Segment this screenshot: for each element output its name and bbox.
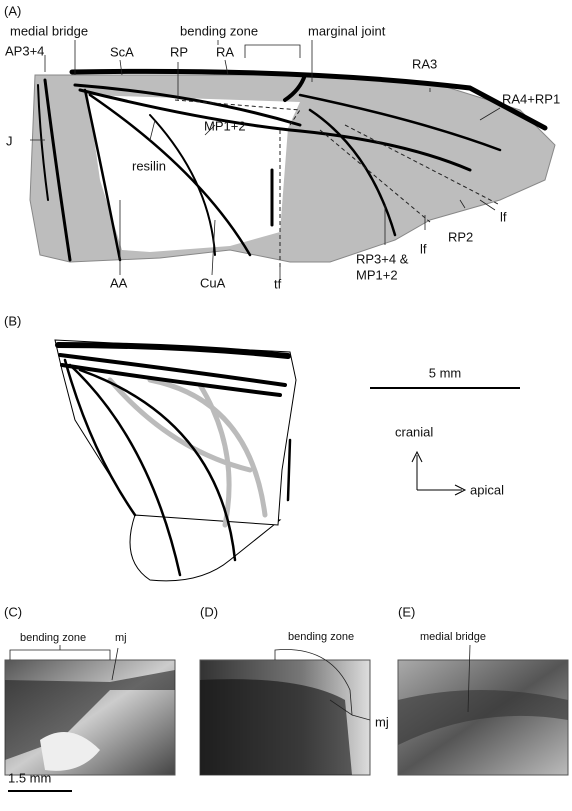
photo-detail — [200, 679, 352, 775]
vein — [88, 93, 252, 257]
panel-label: (C) — [4, 604, 22, 619]
annotation: ScA — [110, 44, 134, 59]
annotation: marginal joint — [308, 23, 386, 38]
annotation: RP — [170, 44, 188, 59]
annotation: AP3+4 — [5, 43, 44, 58]
photo-detail — [40, 732, 100, 771]
orientation-arrows — [411, 450, 467, 496]
scale-label: 1.5 mm — [8, 770, 51, 785]
leader — [30, 40, 501, 280]
panel-d: (D) bending zone mj — [199, 604, 389, 776]
vein — [43, 78, 72, 262]
vein — [37, 84, 49, 201]
axis-label: cranial — [395, 424, 433, 439]
annotation: MP1+2 — [204, 118, 246, 133]
panel-e: (E) medial bridge — [397, 604, 569, 776]
annotation: resilin — [132, 158, 166, 173]
annotation: RA3 — [412, 56, 437, 71]
annotation: mj — [115, 632, 127, 644]
annotation: bending zone — [288, 631, 354, 643]
annotation: bending zone — [20, 632, 86, 644]
annotation: mj — [375, 714, 389, 729]
annotation: tf — [274, 276, 282, 291]
vein — [55, 342, 291, 359]
annotation: RA4+RP1 — [502, 91, 560, 106]
panel-b: (B) 5 mm cranial apical — [4, 313, 520, 582]
panel-a: (A) medial bridge bending zone marginal … — [4, 3, 560, 291]
vein — [78, 88, 472, 172]
fold-line — [279, 124, 501, 270]
leader — [9, 645, 119, 681]
axis-label: apical — [470, 482, 504, 497]
annotation: RP3+4 & — [356, 251, 409, 266]
vein — [73, 83, 302, 127]
vein — [286, 438, 292, 502]
annotation: lf — [420, 241, 427, 256]
vein — [63, 358, 237, 577]
leader — [274, 649, 371, 721]
vein — [283, 73, 307, 102]
panel-label: (E) — [398, 604, 415, 619]
vein — [107, 377, 268, 528]
vein — [298, 93, 502, 152]
annotation: J — [6, 133, 13, 148]
vein — [149, 114, 216, 256]
annotation: MP1+2 — [356, 267, 398, 282]
annotation: RP2 — [448, 229, 473, 244]
annotation: AA — [110, 275, 128, 290]
panel-label: (B) — [4, 313, 21, 328]
vein — [83, 88, 122, 262]
annotation: medial bridge — [420, 631, 486, 643]
vein — [308, 108, 397, 237]
wing-lobe — [129, 514, 282, 582]
leader — [467, 644, 471, 713]
annotation: lf — [500, 209, 507, 224]
annotation: CuA — [200, 275, 226, 290]
panel-c: (C) bending zone mj 1.5 mm — [4, 604, 176, 792]
vein — [58, 353, 287, 397]
annotation: medial bridge — [10, 23, 88, 38]
panel-label: (D) — [200, 604, 218, 619]
photo-detail — [398, 690, 568, 745]
annotation: RA — [216, 44, 234, 59]
annotation: bending zone — [180, 23, 258, 38]
panel-label: (A) — [4, 3, 21, 18]
vein — [69, 68, 548, 131]
scale-label: 5 mm — [429, 365, 462, 380]
